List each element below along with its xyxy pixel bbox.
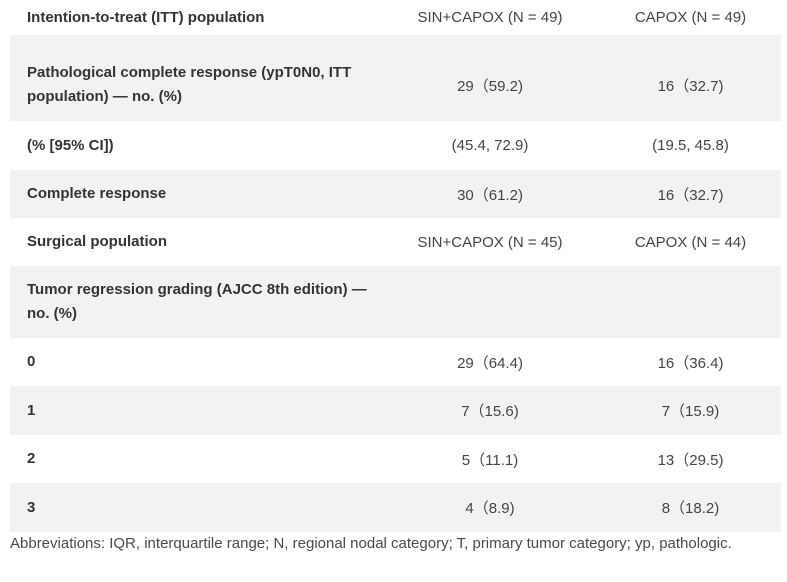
table-row-ci: (% [95% CI]) (45.4, 72.9) (19.5, 45.8): [10, 121, 781, 170]
capox-cell: 8（18.2): [661, 500, 720, 517]
row-label: 0: [27, 353, 36, 370]
row-label: 2: [27, 450, 36, 467]
capox-cell: CAPOX (N = 44): [634, 233, 747, 251]
capox-cell: 16（32.7): [657, 77, 724, 95]
sin-capox-cell: 4（8.9): [465, 500, 515, 517]
sin-capox-cell: 7（15.6): [461, 403, 519, 420]
sin-capox-cell: 29（64.4): [457, 354, 523, 372]
sin-capox-cell: 30（61.2): [457, 186, 523, 204]
results-table: Intention-to-treat (ITT) population SIN+…: [10, 0, 781, 532]
table-row-trg-1: 1 7（15.6) 7（15.9): [10, 386, 781, 435]
row-label: Tumor regression grading (AJCC 8th editi…: [27, 281, 367, 322]
sin-capox-cell: 5（11.1): [461, 451, 519, 469]
row-label: 1: [27, 401, 36, 419]
table-row-trg-header: Tumor regression grading (AJCC 8th editi…: [10, 266, 781, 338]
table-row-trg-2: 2 5（11.1) 13（29.5): [10, 435, 781, 483]
row-label: Complete response: [27, 185, 167, 202]
table-row-trg-3: 3 4（8.9) 8（18.2): [10, 483, 781, 532]
row-label: 3: [27, 498, 36, 516]
capox-cell: (19.5, 45.8): [652, 137, 729, 154]
table-footnote: Abbreviations: IQR, interquartile range;…: [10, 535, 732, 552]
row-label: (% [95% CI]): [27, 136, 114, 154]
table-row-pcr: Pathological complete response (ypT0N0, …: [10, 49, 781, 121]
capox-cell: 7（15.9): [661, 403, 720, 420]
row-label: Surgical population: [27, 233, 168, 250]
capox-cell: 16（32.7): [657, 186, 724, 204]
sin-capox-cell: 29（59.2): [457, 77, 523, 95]
sin-capox-cell: SIN+CAPOX (N = 49): [417, 9, 563, 26]
table-spacer: [10, 35, 781, 49]
table-row-trg-0: 0 29（64.4) 16（36.4): [10, 338, 781, 386]
capox-cell: 16（36.4): [657, 354, 724, 372]
sin-capox-cell: (45.4, 72.9): [451, 137, 529, 154]
table-row-surgical-header: Surgical population SIN+CAPOX (N = 45) C…: [10, 218, 781, 266]
table-row-itt-header: Intention-to-treat (ITT) population SIN+…: [10, 0, 781, 35]
row-label: Pathological complete response (ypT0N0, …: [27, 64, 352, 105]
sin-capox-cell: SIN+CAPOX (N = 45): [417, 233, 563, 251]
row-label: Intention-to-treat (ITT) population: [27, 8, 265, 26]
capox-cell: 13（29.5): [657, 451, 724, 469]
table-row-complete-response: Complete response 30（61.2) 16（32.7): [10, 170, 781, 218]
capox-cell: CAPOX (N = 49): [634, 9, 747, 26]
